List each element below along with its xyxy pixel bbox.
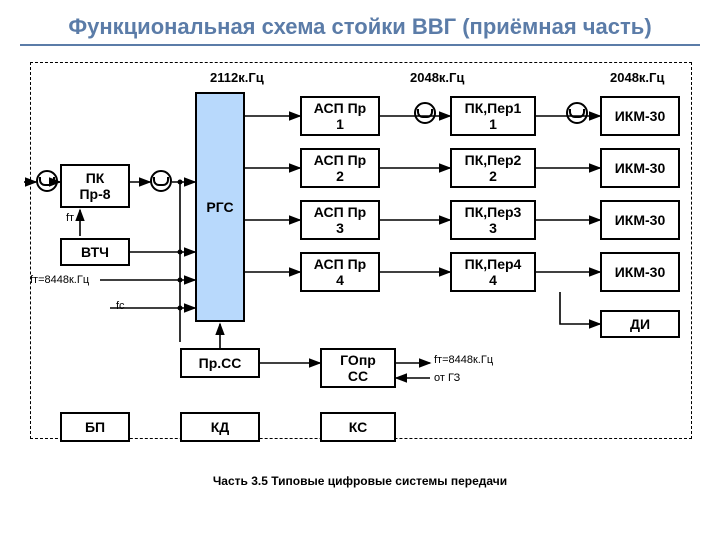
diagram-canvas: 2112к.Гц 2048к.Гц 2048к.Гц fт fт=8448к.Г… — [20, 52, 700, 492]
block-pk1: ПК,Пер1 1 — [450, 96, 536, 136]
footer-caption: Часть 3.5 Типовые цифровые системы перед… — [20, 474, 700, 488]
ft-val: fт=8448к.Гц — [30, 274, 89, 286]
block-pk2: ПК,Пер2 2 — [450, 148, 536, 188]
block-pk3: ПК,Пер3 3 — [450, 200, 536, 240]
u-icon-4 — [566, 102, 588, 124]
title-underline — [20, 44, 700, 46]
block-ikm4: ИКМ-30 — [600, 252, 680, 292]
ft-label: fт — [66, 212, 74, 224]
freq-2048a: 2048к.Гц — [410, 70, 464, 85]
block-asp2: АСП Пр 2 — [300, 148, 380, 188]
block-ikm3: ИКМ-30 — [600, 200, 680, 240]
block-ikm2: ИКМ-30 — [600, 148, 680, 188]
block-kd: КД — [180, 412, 260, 442]
freq-2112: 2112к.Гц — [210, 70, 264, 85]
u-icon-1 — [36, 170, 58, 192]
fc-label: fс — [116, 300, 125, 312]
block-prss: Пр.СС — [180, 348, 260, 378]
block-pk-pr8: ПК Пр-8 — [60, 164, 130, 208]
page-title: Функциональная схема стойки ВВГ (приёмна… — [0, 0, 720, 44]
block-asp4: АСП Пр 4 — [300, 252, 380, 292]
block-ikm1: ИКМ-30 — [600, 96, 680, 136]
block-ks: КС — [320, 412, 396, 442]
block-rgs: РГС — [195, 92, 245, 322]
u-icon-2 — [150, 170, 172, 192]
u-icon-3 — [414, 102, 436, 124]
ft2-label: fт=8448к.Гц — [434, 354, 493, 366]
block-bp: БП — [60, 412, 130, 442]
block-di: ДИ — [600, 310, 680, 338]
block-asp1: АСП Пр 1 — [300, 96, 380, 136]
from-gz: от ГЗ — [434, 372, 460, 384]
block-gopr: ГОпр СС — [320, 348, 396, 388]
freq-2048b: 2048к.Гц — [610, 70, 664, 85]
block-asp3: АСП Пр 3 — [300, 200, 380, 240]
block-pk4: ПК,Пер4 4 — [450, 252, 536, 292]
block-vtch: ВТЧ — [60, 238, 130, 266]
